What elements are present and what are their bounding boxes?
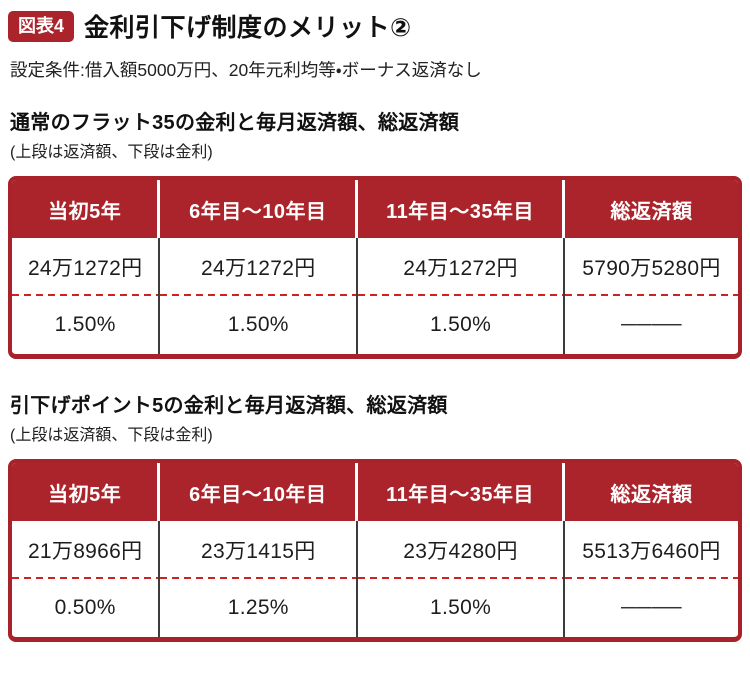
rate-cell: 1.50% xyxy=(12,296,161,354)
figure-title: 金利引下げ制度のメリット② xyxy=(84,14,412,42)
rate-cell: 1.50% xyxy=(358,579,565,637)
section-flat35-normal: 通常のフラット35の金利と毎月返済額、総返済額 (上段は返済額、下段は金利) 当… xyxy=(8,106,742,359)
rate-cell: 1.25% xyxy=(160,579,359,637)
header-cell: 当初5年 xyxy=(12,463,161,521)
section-heading: 通常のフラット35の金利と毎月返済額、総返済額 xyxy=(10,112,460,134)
header-cell: 総返済額 xyxy=(564,463,738,521)
payment-cell: 24万1272円 xyxy=(12,238,161,296)
empty-dash-cell: ──── xyxy=(621,313,682,336)
section-point5-discount: 引下げポイント5の金利と毎月返済額、総返済額 (上段は返済額、下段は金利) 当初… xyxy=(8,389,742,642)
rate-table-normal: 当初5年 6年目〜10年目 11年目〜35年目 総返済額 24万1272円 24… xyxy=(8,176,742,359)
figure-header: 図表4 金利引下げ制度のメリット② xyxy=(8,8,742,44)
payment-cell: 21万8966円 xyxy=(12,521,161,579)
header-cell: 総返済額 xyxy=(564,180,738,238)
payment-cell: 24万1272円 xyxy=(358,238,565,296)
condition-text: 設定条件:借入額5000万円、20年元利均等・ボーナス返済なし xyxy=(10,60,482,80)
section-note: (上段は返済額、下段は金利) xyxy=(10,144,213,161)
section-note: (上段は返済額、下段は金利) xyxy=(10,427,213,444)
total-payment-cell: 5513万6460円 xyxy=(564,521,738,579)
section-heading: 引下げポイント5の金利と毎月返済額、総返済額 xyxy=(10,395,448,417)
header-cell: 6年目〜10年目 xyxy=(160,180,359,238)
rate-cell: 1.50% xyxy=(160,296,359,354)
payment-cell: 23万4280円 xyxy=(358,521,565,579)
header-cell: 6年目〜10年目 xyxy=(160,463,359,521)
rate-cell: 0.50% xyxy=(12,579,161,637)
header-cell: 11年目〜35年目 xyxy=(358,180,565,238)
rate-table-discount: 当初5年 6年目〜10年目 11年目〜35年目 総返済額 21万8966円 23… xyxy=(8,459,742,642)
payment-cell: 23万1415円 xyxy=(160,521,359,579)
header-cell: 11年目〜35年目 xyxy=(358,463,565,521)
header-cell: 当初5年 xyxy=(12,180,161,238)
rate-cell: 1.50% xyxy=(358,296,565,354)
empty-dash-cell: ──── xyxy=(621,596,682,619)
figure-number-badge: 図表4 xyxy=(8,10,75,42)
total-payment-cell: 5790万5280円 xyxy=(564,238,738,296)
payment-cell: 24万1272円 xyxy=(160,238,359,296)
